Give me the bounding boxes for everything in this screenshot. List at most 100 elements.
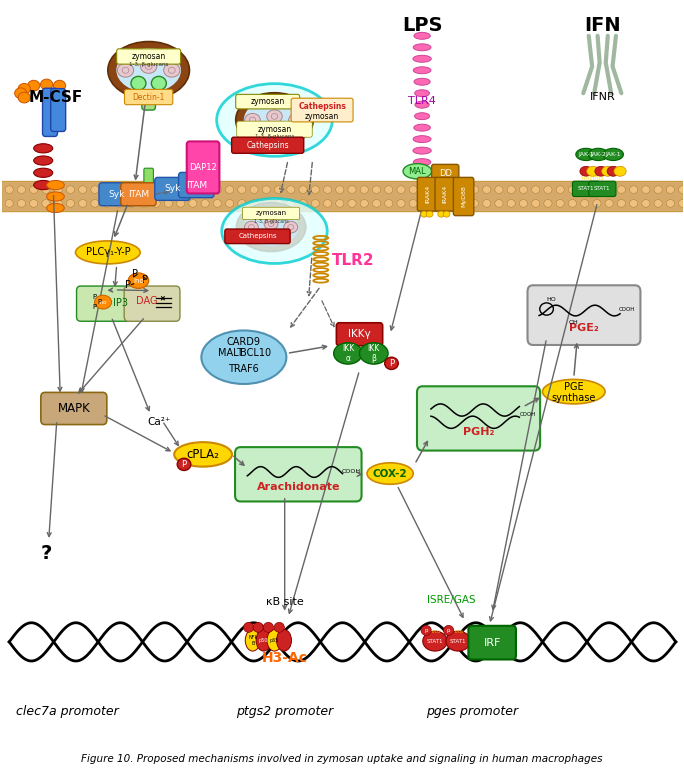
Ellipse shape xyxy=(311,200,319,207)
Text: 1-3, β-glucans: 1-3, β-glucans xyxy=(254,219,289,223)
Ellipse shape xyxy=(607,167,619,176)
Ellipse shape xyxy=(542,379,605,404)
FancyBboxPatch shape xyxy=(337,323,382,346)
Ellipse shape xyxy=(629,200,637,207)
Text: IFN: IFN xyxy=(585,16,621,35)
Ellipse shape xyxy=(507,200,515,207)
Ellipse shape xyxy=(605,186,614,194)
Ellipse shape xyxy=(443,625,453,635)
Text: Y705: Y705 xyxy=(453,630,463,634)
Ellipse shape xyxy=(654,200,662,207)
Text: PLCγ₁-Y-P: PLCγ₁-Y-P xyxy=(86,247,130,257)
Ellipse shape xyxy=(66,200,75,207)
Text: ?: ? xyxy=(41,545,52,564)
Text: clec7a promoter: clec7a promoter xyxy=(16,705,118,718)
Text: cPLA₂: cPLA₂ xyxy=(187,448,220,461)
Ellipse shape xyxy=(128,273,148,288)
Text: ISRE/GAS: ISRE/GAS xyxy=(427,594,475,604)
Text: κB site: κB site xyxy=(266,597,304,607)
Text: ITAM: ITAM xyxy=(128,190,149,199)
Ellipse shape xyxy=(443,211,450,217)
Text: synthase: synthase xyxy=(551,392,596,402)
Ellipse shape xyxy=(421,625,432,635)
Ellipse shape xyxy=(415,101,430,108)
Ellipse shape xyxy=(666,200,674,207)
Ellipse shape xyxy=(284,221,298,233)
Ellipse shape xyxy=(116,48,181,92)
Ellipse shape xyxy=(413,136,431,143)
Ellipse shape xyxy=(397,200,405,207)
Ellipse shape xyxy=(47,180,64,190)
Ellipse shape xyxy=(116,200,124,207)
FancyBboxPatch shape xyxy=(469,626,516,660)
Ellipse shape xyxy=(47,204,64,213)
Text: p: p xyxy=(447,628,450,633)
Ellipse shape xyxy=(413,55,432,62)
Ellipse shape xyxy=(267,630,282,651)
Ellipse shape xyxy=(103,186,111,194)
Ellipse shape xyxy=(244,99,305,141)
Ellipse shape xyxy=(421,186,430,194)
Text: 1-3, β-glucans: 1-3, β-glucans xyxy=(255,134,294,139)
Ellipse shape xyxy=(483,186,491,194)
Ellipse shape xyxy=(163,64,180,77)
Ellipse shape xyxy=(40,79,53,90)
Text: JAK-1: JAK-1 xyxy=(605,152,621,157)
Text: TLR4: TLR4 xyxy=(408,96,436,106)
FancyBboxPatch shape xyxy=(2,181,683,212)
Text: zymosan: zymosan xyxy=(305,111,339,121)
Ellipse shape xyxy=(174,442,232,467)
Text: JAK-1: JAK-1 xyxy=(578,152,594,157)
Ellipse shape xyxy=(348,186,356,194)
Ellipse shape xyxy=(237,203,306,252)
Ellipse shape xyxy=(127,200,135,207)
Ellipse shape xyxy=(654,186,662,194)
Ellipse shape xyxy=(17,200,25,207)
Text: LPS: LPS xyxy=(402,16,443,35)
Ellipse shape xyxy=(679,200,684,207)
Ellipse shape xyxy=(372,186,380,194)
Ellipse shape xyxy=(34,180,53,190)
Ellipse shape xyxy=(595,167,607,176)
FancyBboxPatch shape xyxy=(155,177,190,200)
Text: Figure 10. Proposed mechanisms involved in zymosan uptake and signaling in human: Figure 10. Proposed mechanisms involved … xyxy=(81,754,603,764)
Ellipse shape xyxy=(189,186,197,194)
FancyBboxPatch shape xyxy=(435,177,456,211)
Text: Cathepsins: Cathepsins xyxy=(238,233,277,240)
Text: TRAF6: TRAF6 xyxy=(228,364,259,374)
Ellipse shape xyxy=(66,186,75,194)
Ellipse shape xyxy=(151,76,166,90)
Ellipse shape xyxy=(244,208,298,246)
Ellipse shape xyxy=(274,200,282,207)
Ellipse shape xyxy=(629,186,637,194)
Ellipse shape xyxy=(384,186,393,194)
Ellipse shape xyxy=(334,343,363,364)
Ellipse shape xyxy=(426,211,433,217)
Text: HO: HO xyxy=(547,297,556,303)
Ellipse shape xyxy=(413,67,431,74)
FancyBboxPatch shape xyxy=(42,88,57,137)
Ellipse shape xyxy=(131,76,146,90)
FancyBboxPatch shape xyxy=(225,229,290,243)
Ellipse shape xyxy=(507,186,515,194)
Text: p50: p50 xyxy=(259,638,268,643)
FancyBboxPatch shape xyxy=(51,88,66,131)
Text: Ino: Ino xyxy=(98,300,107,305)
Ellipse shape xyxy=(250,200,258,207)
Text: 1-3, β-glucans: 1-3, β-glucans xyxy=(129,62,168,68)
Ellipse shape xyxy=(446,186,454,194)
Ellipse shape xyxy=(568,186,577,194)
Ellipse shape xyxy=(324,186,332,194)
Text: Cathepsins: Cathepsins xyxy=(298,102,346,111)
Ellipse shape xyxy=(360,186,369,194)
Ellipse shape xyxy=(367,463,413,485)
Ellipse shape xyxy=(236,93,313,147)
Ellipse shape xyxy=(372,200,380,207)
Ellipse shape xyxy=(413,147,432,154)
Ellipse shape xyxy=(299,200,307,207)
FancyBboxPatch shape xyxy=(179,173,214,197)
Ellipse shape xyxy=(483,200,491,207)
Ellipse shape xyxy=(348,200,356,207)
Ellipse shape xyxy=(201,200,209,207)
Text: JAK-2: JAK-2 xyxy=(590,152,606,157)
